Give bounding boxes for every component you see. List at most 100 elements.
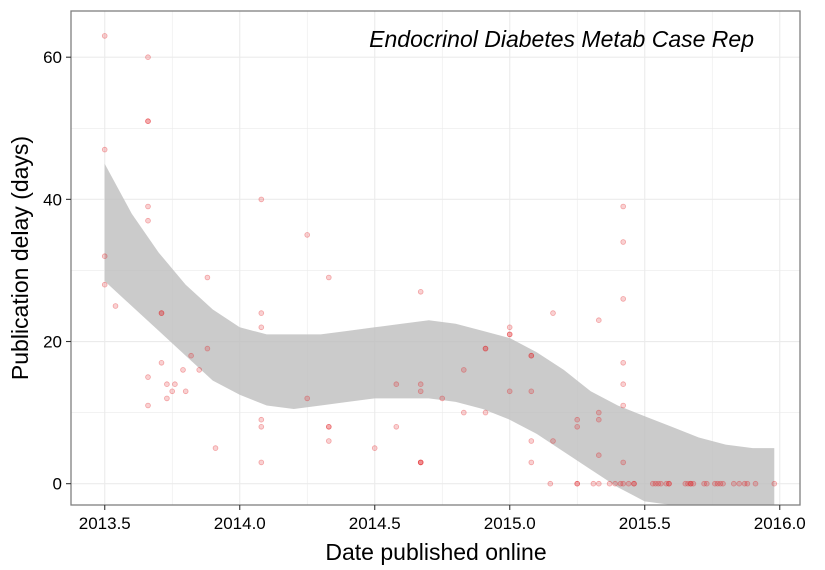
data-point — [182, 388, 189, 395]
data-point — [325, 438, 332, 444]
data-point — [620, 402, 626, 409]
confidence-band — [104, 163, 775, 506]
data-point — [620, 381, 626, 388]
x-tick-label: 2016.0 — [754, 514, 806, 533]
data-point — [595, 317, 602, 324]
data-point — [771, 480, 778, 487]
minor-gridlines — [71, 11, 800, 505]
chart-title: Endocrinol Diabetes Metab Case Rep — [369, 26, 754, 52]
data-point — [460, 367, 467, 373]
data-point — [595, 452, 602, 459]
data-point — [393, 423, 400, 430]
data-point — [687, 480, 694, 487]
data-point — [620, 296, 626, 302]
data-point — [258, 310, 265, 316]
data-point — [258, 459, 265, 466]
data-point — [730, 480, 737, 487]
data-point — [649, 480, 656, 487]
data-point — [164, 381, 170, 388]
data-point — [687, 480, 694, 487]
data-point — [625, 480, 632, 487]
data-point — [666, 480, 672, 487]
data-point — [703, 480, 710, 487]
data-point — [164, 395, 170, 402]
data-point — [258, 196, 265, 203]
data-point — [574, 416, 580, 423]
data-point — [304, 232, 311, 238]
x-tick-label: 2014.5 — [349, 514, 401, 533]
data-point — [101, 33, 108, 39]
data-point — [258, 423, 265, 430]
data-point — [714, 480, 721, 487]
data-point — [620, 239, 626, 245]
y-tick-label: 20 — [43, 333, 62, 352]
data-point — [631, 480, 637, 487]
data-point — [652, 480, 659, 487]
data-point — [145, 217, 151, 224]
data-point — [145, 118, 151, 124]
data-point — [590, 480, 597, 487]
data-point — [258, 324, 265, 331]
data-point — [439, 395, 446, 402]
data-point — [145, 374, 151, 380]
data-point — [101, 253, 108, 260]
data-point — [655, 480, 661, 487]
data-point — [101, 146, 108, 153]
data-point — [145, 118, 151, 124]
data-point — [188, 352, 194, 359]
data-point — [717, 480, 724, 487]
data-point — [574, 480, 580, 487]
y-axis-ticks: 0 20 40 60 — [43, 48, 71, 494]
data-point — [417, 288, 424, 295]
data-point — [663, 480, 670, 487]
data-point — [304, 395, 311, 402]
data-point — [528, 352, 535, 359]
data-point — [460, 409, 467, 416]
data-point — [482, 345, 489, 352]
data-point — [620, 359, 626, 366]
data-point — [204, 274, 211, 281]
data-point — [574, 423, 580, 430]
data-point — [417, 459, 424, 466]
data-point — [620, 459, 626, 466]
data-point — [417, 459, 424, 466]
x-tick-label: 2014.0 — [214, 514, 266, 533]
data-point — [720, 480, 726, 487]
data-point — [145, 54, 151, 60]
data-point — [595, 480, 602, 487]
data-point — [101, 281, 108, 288]
data-point — [631, 480, 637, 487]
data-point — [417, 381, 424, 388]
data-point — [574, 480, 580, 487]
data-point — [158, 310, 165, 316]
data-point — [595, 409, 602, 416]
data-point — [550, 438, 556, 444]
data-point — [506, 388, 513, 395]
data-point — [212, 445, 219, 451]
data-point — [752, 480, 759, 487]
confidence-band-layer — [104, 163, 775, 506]
data-point — [145, 402, 151, 409]
data-point — [547, 480, 554, 487]
data-point — [528, 459, 535, 466]
data-point — [620, 480, 626, 487]
major-gridlines — [71, 11, 800, 505]
data-point — [506, 331, 513, 338]
data-point — [666, 480, 672, 487]
data-point — [682, 480, 689, 487]
data-point — [417, 388, 424, 395]
data-point — [325, 423, 332, 430]
data-point — [417, 459, 424, 466]
data-point — [482, 345, 489, 352]
data-point — [685, 480, 691, 487]
data-point — [741, 480, 748, 487]
data-point — [658, 480, 664, 487]
data-point — [158, 359, 165, 366]
data-point — [712, 480, 718, 487]
data-point — [736, 480, 742, 487]
data-points-layer — [101, 33, 778, 487]
data-point — [506, 324, 513, 331]
data-point — [690, 480, 697, 487]
panel-border — [70, 10, 801, 506]
data-point — [158, 310, 165, 316]
